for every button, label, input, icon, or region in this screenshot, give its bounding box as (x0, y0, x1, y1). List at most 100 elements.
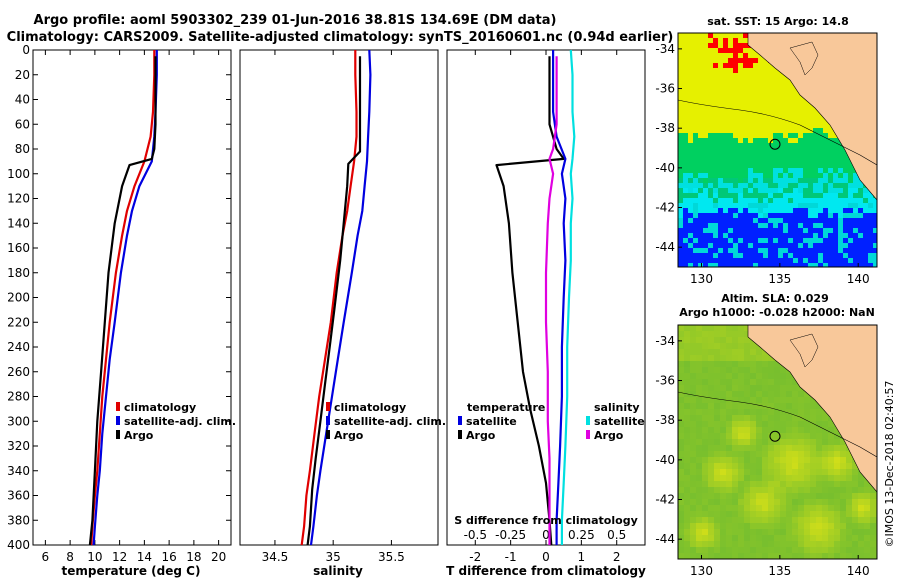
sst-cell (798, 138, 803, 143)
sst-cell (868, 258, 873, 263)
sst-cell (683, 243, 688, 248)
sla-cell (738, 457, 744, 463)
sla-cell (804, 559, 810, 565)
sst-cell (718, 68, 723, 73)
sla-cell (792, 529, 798, 535)
sla-cell (804, 451, 810, 457)
sla-cell (780, 463, 786, 469)
depth-tick-label: 360 (7, 489, 30, 503)
sla-cell (798, 505, 804, 511)
sst-gulf-land (789, 41, 819, 76)
legend-swatch-s-argo (586, 430, 590, 439)
sst-cell (728, 123, 733, 128)
sla-cell (714, 481, 720, 487)
sla-cell (714, 559, 720, 565)
sla-cell (720, 541, 726, 547)
sla-cell (732, 499, 738, 505)
sst-cell (683, 118, 688, 123)
sst-cell (728, 143, 733, 148)
sst-cell (718, 253, 723, 258)
sla-cell (822, 463, 828, 469)
sst-cell (683, 58, 688, 63)
sla-cell (720, 349, 726, 355)
sst-cell (798, 218, 803, 223)
sla-cell (792, 397, 798, 403)
depth-tick-label: 340 (7, 464, 30, 478)
sst-cell (808, 253, 813, 258)
sst-cell (688, 228, 693, 233)
sst-cell (688, 123, 693, 128)
sst-cell (803, 218, 808, 223)
sst-cell (818, 118, 823, 123)
sst-cell (718, 48, 723, 53)
sla-cell (732, 535, 738, 541)
sst-cell (873, 253, 877, 258)
sla-cell (726, 463, 732, 469)
sst-cell (738, 233, 743, 238)
sla-cell (828, 559, 834, 565)
sst-cell (713, 148, 718, 153)
sla-cell (846, 535, 852, 541)
sst-cell (758, 173, 763, 178)
sla-cell (678, 433, 684, 439)
sst-cell (748, 58, 753, 63)
sst-cell (808, 203, 813, 208)
sst-cell (773, 113, 778, 118)
sla-cell (792, 541, 798, 547)
sst-cell (758, 113, 763, 118)
sst-cell (793, 108, 798, 113)
sla-cell (804, 487, 810, 493)
sla-cell (762, 541, 768, 547)
sla-cell (828, 541, 834, 547)
sst-cell (823, 138, 828, 143)
diff-series-s-argo (544, 56, 558, 545)
sst-cell (693, 243, 698, 248)
sla-cell (816, 547, 822, 553)
sst-cell (778, 198, 783, 203)
sst-cell (708, 218, 713, 223)
sla-cell (708, 505, 714, 511)
sst-cell (693, 128, 698, 133)
temperature-axes-frame (32, 49, 232, 546)
sla-cell (786, 445, 792, 451)
sst-cell (683, 203, 688, 208)
sst-cell (748, 173, 753, 178)
sst-cell (758, 228, 763, 233)
sst-cell (688, 263, 693, 267)
sst-cell (793, 113, 798, 118)
sla-cell (708, 331, 714, 337)
sla-cell (756, 379, 762, 385)
sla-cell (750, 397, 756, 403)
sla-cell (720, 325, 726, 331)
sla-cell (834, 535, 840, 541)
sst-cell (693, 173, 698, 178)
sst-cell (728, 183, 733, 188)
sla-cell (750, 421, 756, 427)
sst-cell (738, 98, 743, 103)
sst-cell (738, 83, 743, 88)
sst-cell (678, 38, 683, 43)
sla-cell (822, 559, 828, 565)
sla-cell (798, 409, 804, 415)
sla-cell (810, 469, 816, 475)
sst-cell (763, 128, 768, 133)
sla-cell (696, 517, 702, 523)
sla-cell (678, 505, 684, 511)
sla-cell (852, 463, 858, 469)
sst-cell (738, 223, 743, 228)
sst-cell (783, 93, 788, 98)
sla-cell (774, 403, 780, 409)
sst-cell (723, 178, 728, 183)
depth-tick-label: 400 (7, 538, 30, 552)
sla-cell (762, 487, 768, 493)
sst-cell (748, 228, 753, 233)
sst-cell (808, 188, 813, 193)
sla-cell (690, 553, 696, 559)
sst-cell (728, 193, 733, 198)
sst-cell (738, 228, 743, 233)
sla-cell (804, 511, 810, 517)
sst-cell (798, 98, 803, 103)
sst-cell (763, 223, 768, 228)
sst-cell (698, 218, 703, 223)
sla-cell (732, 487, 738, 493)
